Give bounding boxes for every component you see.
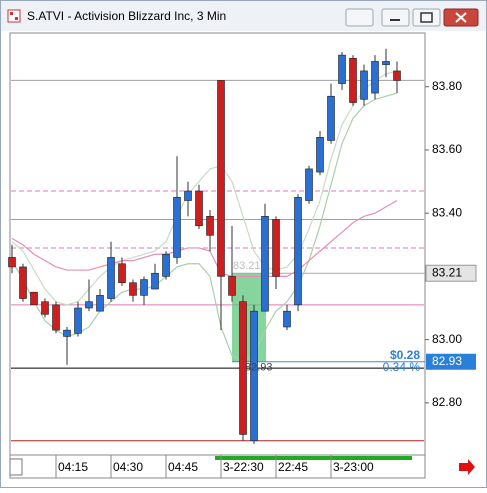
- candle-body: [8, 257, 16, 268]
- candle-body: [283, 310, 291, 328]
- candle-body: [327, 95, 335, 141]
- maximize-button[interactable]: [412, 8, 441, 27]
- candle-body: [19, 266, 27, 299]
- candle-body: [129, 282, 137, 296]
- candle-body: [294, 197, 302, 306]
- scroll-thumb[interactable]: [9, 458, 23, 476]
- app-icon: [7, 9, 21, 23]
- trade-box: [232, 273, 266, 362]
- candle-body: [162, 253, 170, 277]
- minimize-button[interactable]: [381, 8, 410, 27]
- session-bar: [215, 456, 412, 460]
- candle-body: [250, 310, 258, 442]
- scroll-right-arrow[interactable]: [459, 459, 475, 475]
- exit-axis-box: [426, 353, 476, 370]
- candle-body: [173, 197, 181, 258]
- candle-body: [74, 307, 82, 334]
- candle-body: [30, 291, 38, 306]
- y-tick-label: 83.00: [432, 332, 462, 346]
- candle-body: [184, 190, 192, 201]
- exit-axis-label: 82.93: [432, 354, 462, 368]
- candle-body: [272, 219, 280, 277]
- candle-body: [382, 61, 390, 65]
- percent-label: 0.34 %: [383, 360, 421, 374]
- y-tick-label: 83.80: [432, 79, 462, 93]
- window-title: S.ATVI - Activision Blizzard Inc, 3 Min: [27, 9, 226, 23]
- candle-body: [107, 257, 115, 299]
- x-tick-label: 3-23:00: [333, 460, 374, 474]
- candle-body: [63, 329, 71, 337]
- close-glyph: [455, 12, 467, 23]
- indicator-line: [11, 92, 398, 363]
- candle-body: [41, 301, 49, 315]
- x-tick-label: 04:15: [58, 460, 88, 474]
- candle-body: [52, 304, 60, 331]
- candle-body: [360, 70, 368, 100]
- candle-body: [85, 301, 93, 309]
- candle-body: [140, 279, 148, 296]
- x-tick-label: 3-22:30: [223, 460, 264, 474]
- candle-body: [349, 57, 357, 103]
- entry-axis-box: [425, 264, 477, 282]
- candle-body: [96, 295, 104, 312]
- indicator-line: [11, 200, 398, 278]
- candle-body: [217, 80, 225, 277]
- x-tick-label: 04:45: [168, 460, 198, 474]
- candle-body: [239, 301, 247, 435]
- exit-label: 82.93: [245, 362, 273, 374]
- y-tick-label: 83.40: [432, 205, 462, 219]
- x-tick-label: 04:30: [113, 460, 143, 474]
- candle-body: [151, 272, 159, 290]
- candle-body: [195, 190, 203, 227]
- entry-axis-label: 83.21: [432, 265, 462, 279]
- candle-body: [261, 216, 269, 312]
- indicator-line: [11, 70, 398, 306]
- candle-body: [371, 61, 379, 94]
- y-tick-label: 82.80: [432, 395, 462, 409]
- link-button[interactable]: [345, 8, 374, 27]
- candle-body: [206, 216, 214, 236]
- candle-body: [393, 70, 401, 81]
- candle-body: [316, 137, 324, 173]
- y-tick-label: 83.60: [432, 142, 462, 156]
- app-icon-dot: [15, 17, 18, 20]
- candle-body: [305, 168, 313, 201]
- entry-label: 83.21: [233, 260, 261, 272]
- maximize-glyph: [420, 12, 433, 23]
- x-tick-label: 22:45: [278, 460, 308, 474]
- candle-body: [118, 263, 126, 284]
- app-icon-dot: [10, 12, 13, 15]
- profit-label: $0.28: [390, 348, 420, 362]
- candle-body: [228, 276, 236, 296]
- candle-body: [338, 54, 346, 84]
